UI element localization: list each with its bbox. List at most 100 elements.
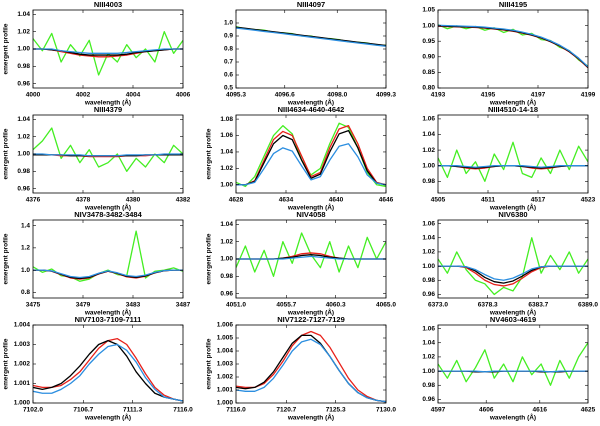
series-line <box>236 143 386 186</box>
series-line <box>438 265 588 287</box>
y-tick-label: 1.00 <box>220 256 233 263</box>
x-tick-label: 4505 <box>431 197 446 204</box>
y-tick-label: 0.80 <box>422 85 435 92</box>
plot-area <box>33 31 183 76</box>
panel: NV4603-4619 4597 4606 4616 4625 0.96 0.98 1.00 1… <box>422 315 595 422</box>
x-tick-label: 6373.0 <box>428 302 448 309</box>
series-line <box>438 265 588 281</box>
x-tick-label: 4002 <box>76 92 91 99</box>
y-tick-label: 0.96 <box>422 291 435 298</box>
x-axis-label: wavelength (Å) <box>489 203 536 212</box>
y-tick-label: 1.04 <box>220 149 233 156</box>
x-tick-label: 3483 <box>126 302 141 309</box>
y-tick-label: 0.85 <box>422 69 435 76</box>
x-tick-label: 4055.7 <box>276 302 296 309</box>
x-tick-label: 4646 <box>379 197 394 204</box>
plot-area <box>236 122 386 188</box>
y-tick-label: 1.2 <box>21 245 30 252</box>
x-tick-label: 6389.0 <box>578 302 598 309</box>
panel-title: NIV7103-7109-7111 <box>75 315 142 324</box>
frame <box>235 324 387 404</box>
panel-title: NV4603-4619 <box>490 315 536 324</box>
x-tick-label: 7111.3 <box>123 407 143 414</box>
y-tick-label: 1.005 <box>217 335 234 342</box>
x-axis-label: wavelength (Å) <box>287 413 334 422</box>
x-tick-label: 4195 <box>481 92 496 99</box>
x-tick-label: 4634 <box>279 197 294 204</box>
frame <box>437 9 589 89</box>
y-tick-label: 1.04 <box>422 234 435 241</box>
y-tick-label: 1.002 <box>14 361 31 368</box>
x-tick-label: 4376 <box>26 197 41 204</box>
y-axis-label: emergent profile <box>206 128 213 179</box>
y-tick-label: 0.96 <box>220 290 233 297</box>
panel: NIV7122-7127-7129 7116.0 7120.7 7125.3 7130.… <box>206 315 397 422</box>
x-tick-label: 7130.0 <box>376 407 396 414</box>
x-tick-label: 7106.7 <box>73 407 93 414</box>
x-tick-label: 4517 <box>531 197 546 204</box>
x-tick-label: 4625 <box>581 407 596 414</box>
panel: NIV6380 6373.0 6378.3 6383.7 6389.0 0.96 0.98 1… <box>422 210 598 317</box>
x-tick-label: 4523 <box>581 197 596 204</box>
y-tick-label: 0.98 <box>422 178 435 185</box>
x-tick-label: 7116.0 <box>173 407 193 414</box>
panel: NIII4379 4376 4378 4380 4382 0.96 0.98 1.00 1.02… <box>3 105 191 212</box>
y-tick-label: 0.7 <box>224 59 233 66</box>
y-tick-label: 1.001 <box>217 387 234 394</box>
panel-title: NIII4003 <box>94 0 122 9</box>
series-line <box>236 129 386 186</box>
y-tick-label: 0.8 <box>224 46 233 53</box>
y-tick-label: 0.90 <box>422 54 435 61</box>
series-line <box>438 141 588 182</box>
series-line <box>438 265 588 284</box>
x-tick-label: 4051.0 <box>226 302 246 309</box>
series-line <box>33 127 183 172</box>
plot-area <box>438 141 588 182</box>
series-line <box>236 125 386 186</box>
panel-title: NIII4510-14-18 <box>488 105 538 114</box>
y-tick-label: 1.000 <box>14 400 31 407</box>
series-line <box>438 165 588 168</box>
panel: NIV4058 4051.0 4055.7 4060.3 4065.0 0.96 0.98 1… <box>206 210 397 317</box>
y-tick-label: 1.00 <box>422 22 435 29</box>
panel-title: NIV6380 <box>498 210 527 219</box>
series-line <box>438 25 588 69</box>
y-tick-label: 1.00 <box>220 182 233 189</box>
y-tick-label: 1.06 <box>220 132 233 139</box>
series-line <box>438 24 588 68</box>
y-tick-label: 1.08 <box>220 116 233 123</box>
plot-area <box>438 24 588 69</box>
x-tick-label: 4193 <box>431 92 446 99</box>
x-axis-label: wavelength (Å) <box>287 308 334 317</box>
series-line <box>438 237 588 296</box>
plot-area <box>33 127 183 172</box>
panel-title: NIII4195 <box>499 0 527 9</box>
y-tick-label: 1.0 <box>224 20 233 27</box>
y-tick-label: 1.4 <box>21 222 30 229</box>
y-tick-label: 0.6 <box>224 72 233 79</box>
y-tick-label: 0.98 <box>17 63 30 70</box>
x-axis-label: wavelength (Å) <box>287 98 334 107</box>
series-line <box>33 339 183 402</box>
panel: NIII4510-14-18 4505 4511 4517 4523 0.98 1.00 1.… <box>422 105 595 212</box>
y-tick-label: 1.004 <box>217 348 234 355</box>
x-tick-label: 4000 <box>26 92 41 99</box>
x-tick-label: 4616 <box>533 407 548 414</box>
panel-title: NIII4634-4640-4642 <box>278 105 345 114</box>
plot-area <box>236 330 386 403</box>
frame <box>437 114 589 194</box>
y-axis-label: emergent profile <box>3 338 10 389</box>
x-tick-label: 6378.3 <box>478 302 498 309</box>
y-tick-label: 0.98 <box>17 168 30 175</box>
y-axis-label: emergent profile <box>3 233 10 284</box>
frame <box>235 114 387 194</box>
panel: NIII4003 4000 4002 4004 4006 0.96 0.98 1.00 1.02… <box>3 0 191 107</box>
y-tick-label: 1.02 <box>422 147 435 154</box>
x-tick-label: 4098.0 <box>327 92 347 99</box>
y-tick-label: 1.04 <box>17 116 30 123</box>
y-tick-label: 1.00 <box>17 46 30 53</box>
x-axis-label: wavelength (Å) <box>489 98 536 107</box>
y-tick-label: 1.02 <box>17 133 30 140</box>
y-tick-label: 1.001 <box>14 380 31 387</box>
x-tick-label: 3479 <box>76 302 91 309</box>
